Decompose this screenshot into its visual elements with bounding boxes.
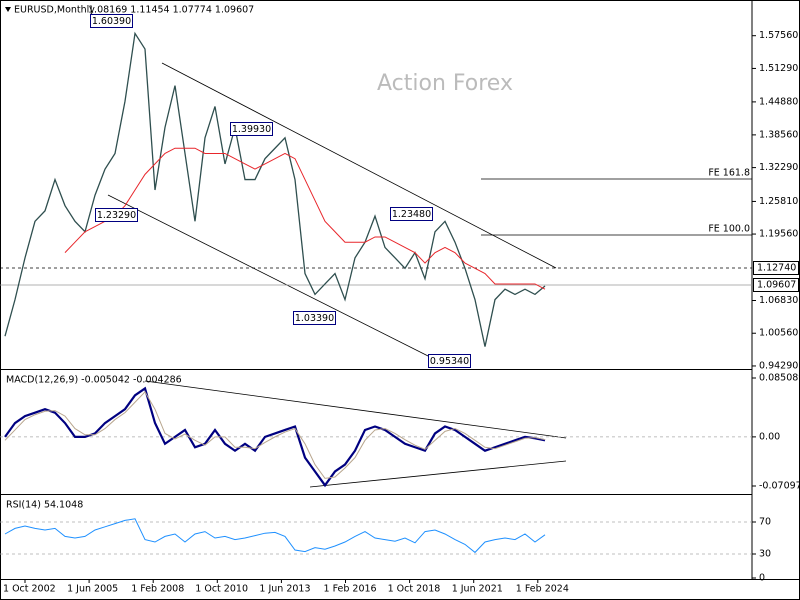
x-tick-label: 1 Feb 2008 [131, 584, 184, 595]
watermark: Action Forex [377, 71, 513, 96]
annotation-box [95, 208, 138, 222]
y-tick-label: 1.44880 [759, 96, 798, 107]
fib-label: FE 100.0 [708, 224, 750, 235]
level-box [753, 261, 799, 275]
fib-label: FE 161.8 [708, 168, 750, 179]
annotation-box [428, 354, 471, 368]
series-line [4, 391, 546, 479]
y-tick-label: -0.070977 [759, 480, 800, 491]
level-label: 1.09607 [757, 280, 796, 291]
annotation-box [230, 122, 273, 136]
y-tick-label: 1.25810 [759, 196, 798, 207]
series-line [4, 386, 546, 488]
y-tick-label: 70 [759, 517, 771, 528]
annotation-label: 0.95340 [430, 356, 469, 367]
y-tick-label: 0 [759, 573, 765, 584]
annotation-label: 1.23290 [97, 210, 136, 221]
annotation-box [390, 207, 433, 221]
x-tick-label: 1 Feb 2024 [516, 584, 569, 595]
annotation-label: 1.60390 [92, 16, 131, 27]
series-line [4, 31, 546, 347]
x-tick-label: 1 Jun 2021 [452, 584, 503, 595]
level-label: 1.12740 [757, 263, 796, 274]
y-tick-label: 1.32290 [759, 162, 798, 173]
header-arrow [5, 7, 11, 12]
annotation-label: 1.39930 [232, 124, 271, 135]
trend-line [309, 460, 567, 488]
chart-subtitle: 1.08169 1.11454 1.07774 1.09607 [88, 5, 254, 16]
x-tick-label: 1 Oct 2010 [195, 584, 248, 595]
trend-line [107, 194, 441, 363]
x-tick-label: 1 Jun 2013 [259, 584, 310, 595]
annotation-box [90, 14, 133, 28]
y-tick-label: 0.94290 [759, 360, 798, 371]
annotation-label: 1.23480 [392, 209, 431, 220]
y-tick-label: 1.38560 [759, 129, 798, 140]
y-tick-label: 1.06830 [759, 295, 798, 306]
series-line [64, 147, 546, 290]
x-tick-label: 1 Feb 2016 [324, 584, 377, 595]
y-tick-label: 0.085089 [759, 372, 800, 383]
annotation-label: 1.03390 [295, 313, 334, 324]
trend-line [161, 62, 557, 269]
y-tick-label: 0.00 [759, 431, 780, 442]
level-box [753, 278, 799, 292]
annotation-box [293, 311, 336, 325]
y-tick-label: 1.19560 [759, 229, 798, 240]
x-tick-label: 1 Jun 2005 [67, 584, 118, 595]
trend-line [144, 380, 567, 439]
y-tick-label: 30 [759, 549, 771, 560]
y-tick-label: 1.00560 [759, 328, 798, 339]
y-tick-label: 1.57560 [759, 30, 798, 41]
y-tick-label: 1.51290 [759, 63, 798, 74]
panel-title: MACD(12,26,9) -0.005042 -0.004286 [6, 375, 182, 386]
panel-title: RSI(14) 54.1048 [6, 500, 83, 511]
series-line [4, 518, 546, 554]
x-tick-label: 1 Oct 2002 [3, 584, 56, 595]
x-tick-label: 1 Oct 2018 [388, 584, 441, 595]
chart-title: EURUSD,Monthly [14, 5, 95, 16]
